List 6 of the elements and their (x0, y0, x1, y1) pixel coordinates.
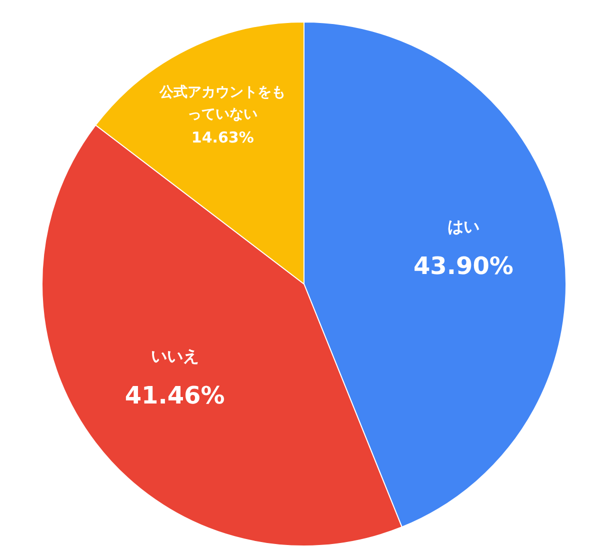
slice-label: いいえ (150, 346, 199, 366)
data-label: 43.90% (413, 252, 514, 280)
data-label: 41.46% (124, 381, 225, 410)
data-label: 14.63% (191, 128, 254, 147)
slice-label: 公式アカウントをもっていない (158, 84, 286, 123)
slice-label: はい (447, 217, 480, 236)
